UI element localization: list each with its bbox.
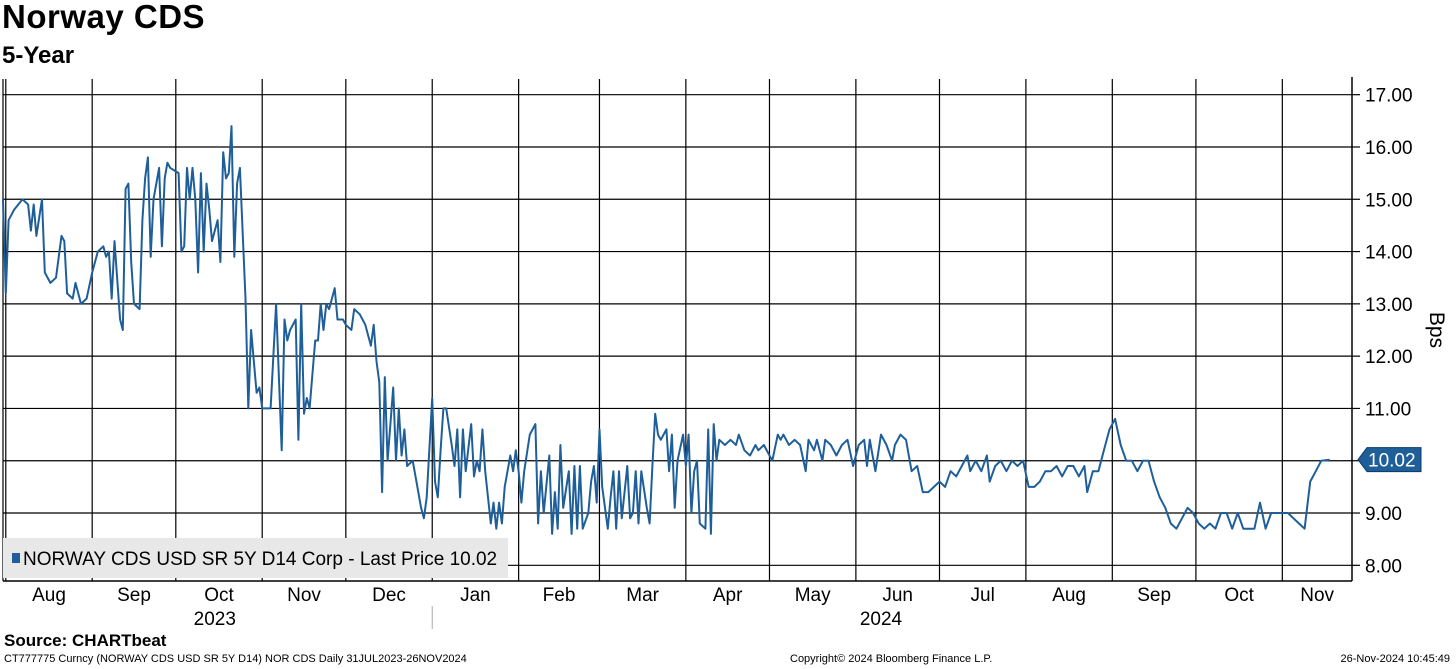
x-month-label: Jun — [882, 585, 913, 606]
x-month-label: Mar — [626, 585, 659, 606]
y-tick-label: 15.00 — [1365, 190, 1413, 211]
x-month-label: Jul — [971, 585, 995, 606]
footer-copyright: Copyright© 2024 Bloomberg Finance L.P. — [790, 653, 993, 665]
x-month-label: Sep — [117, 585, 151, 606]
y-tick-label: 12.00 — [1365, 347, 1413, 368]
chart-title: Norway CDS — [2, 0, 206, 35]
legend-box — [3, 538, 508, 578]
x-month-label: Oct — [204, 585, 234, 606]
x-month-label: Jan — [460, 585, 491, 606]
footer-timestamp: 26-Nov-2024 10:45:49 — [1340, 653, 1450, 665]
legend-label: NORWAY CDS USD SR 5Y D14 Corp - Last Pri… — [23, 549, 497, 570]
y-tick-label: 16.00 — [1365, 138, 1413, 159]
x-month-label: Feb — [543, 585, 576, 606]
x-month-label: Nov — [1300, 585, 1334, 606]
last-value-tag — [1357, 447, 1422, 473]
footer-ticker: CT777775 Curncy (NORWAY CDS USD SR 5Y D1… — [4, 653, 467, 665]
last-value-label: 10.02 — [1368, 451, 1416, 472]
x-year-label: 2023 — [194, 609, 236, 630]
x-month-label: Sep — [1137, 585, 1171, 606]
x-month-label: Dec — [372, 585, 406, 606]
y-tick-label: 9.00 — [1365, 504, 1402, 525]
x-month-label: Aug — [1052, 585, 1086, 606]
y-tick-label: 17.00 — [1365, 86, 1413, 107]
legend-swatch — [12, 553, 20, 563]
y-tick-label: 13.00 — [1365, 295, 1413, 316]
chart-subtitle: 5-Year — [2, 42, 75, 69]
x-month-label: Aug — [32, 585, 66, 606]
y-tick-label: 11.00 — [1365, 399, 1411, 420]
source-note: Source: CHARTbeat — [4, 631, 167, 650]
x-month-label: Oct — [1224, 585, 1254, 606]
x-year-label: 2024 — [860, 609, 903, 630]
y-tick-label: 8.00 — [1365, 556, 1402, 577]
y-axis-title: Bps — [1425, 312, 1448, 348]
x-month-label: Nov — [287, 585, 321, 606]
series-line — [2, 125, 1330, 535]
y-tick-label: 14.00 — [1365, 243, 1413, 264]
x-month-label: Apr — [713, 585, 743, 606]
x-month-label: May — [795, 585, 831, 606]
